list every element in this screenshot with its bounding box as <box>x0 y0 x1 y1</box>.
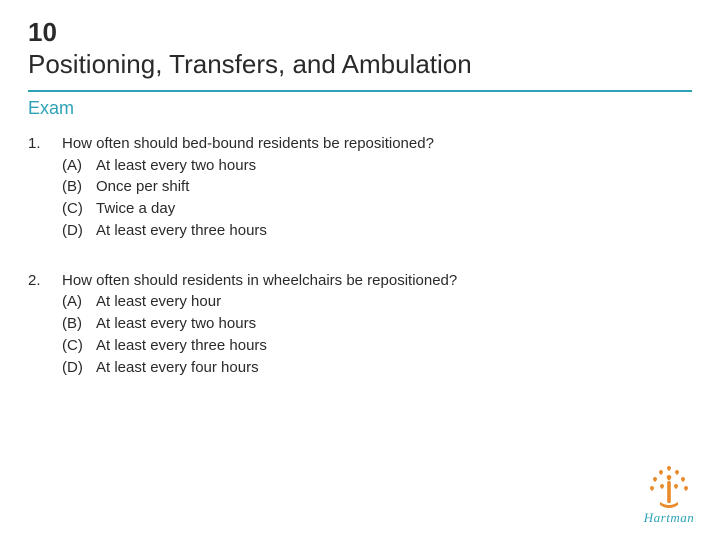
option-letter: (A) <box>62 155 96 177</box>
option-text: At least every two hours <box>96 155 256 177</box>
option-letter: (C) <box>62 198 96 220</box>
option-text: Twice a day <box>96 198 175 220</box>
publisher-logo: Hartman <box>642 464 696 526</box>
option-row: (B)At least every two hours <box>62 313 692 335</box>
publisher-name: Hartman <box>642 510 696 526</box>
question-number: 2. <box>28 270 62 379</box>
option-row: (B)Once per shift <box>62 176 692 198</box>
option-letter: (B) <box>62 313 96 335</box>
question-number: 1. <box>28 133 62 242</box>
option-row: (C)Twice a day <box>62 198 692 220</box>
question-stem: How often should residents in wheelchair… <box>62 270 692 292</box>
option-row: (A)At least every two hours <box>62 155 692 177</box>
tree-hearts-icon <box>642 464 696 512</box>
question-body: How often should bed-bound residents be … <box>62 133 692 242</box>
option-row: (C)At least every three hours <box>62 335 692 357</box>
exam-page: 10 Positioning, Transfers, and Ambulatio… <box>0 0 720 378</box>
option-letter: (D) <box>62 220 96 242</box>
option-letter: (D) <box>62 357 96 379</box>
section-label: Exam <box>28 98 692 119</box>
option-text: At least every hour <box>96 291 221 313</box>
option-text: Once per shift <box>96 176 189 198</box>
option-row: (D)At least every four hours <box>62 357 692 379</box>
header-divider <box>28 90 692 92</box>
question-stem: How often should bed-bound residents be … <box>62 133 692 155</box>
option-row: (A)At least every hour <box>62 291 692 313</box>
option-text: At least every three hours <box>96 220 267 242</box>
option-text: At least every two hours <box>96 313 256 335</box>
chapter-title: Positioning, Transfers, and Ambulation <box>28 49 692 80</box>
chapter-number: 10 <box>28 18 692 47</box>
question-body: How often should residents in wheelchair… <box>62 270 692 379</box>
option-letter: (A) <box>62 291 96 313</box>
option-letter: (B) <box>62 176 96 198</box>
option-letter: (C) <box>62 335 96 357</box>
questions-container: 1.How often should bed-bound residents b… <box>28 133 692 379</box>
option-text: At least every four hours <box>96 357 259 379</box>
question-block: 2.How often should residents in wheelcha… <box>28 270 692 379</box>
option-row: (D)At least every three hours <box>62 220 692 242</box>
question-block: 1.How often should bed-bound residents b… <box>28 133 692 242</box>
option-text: At least every three hours <box>96 335 267 357</box>
